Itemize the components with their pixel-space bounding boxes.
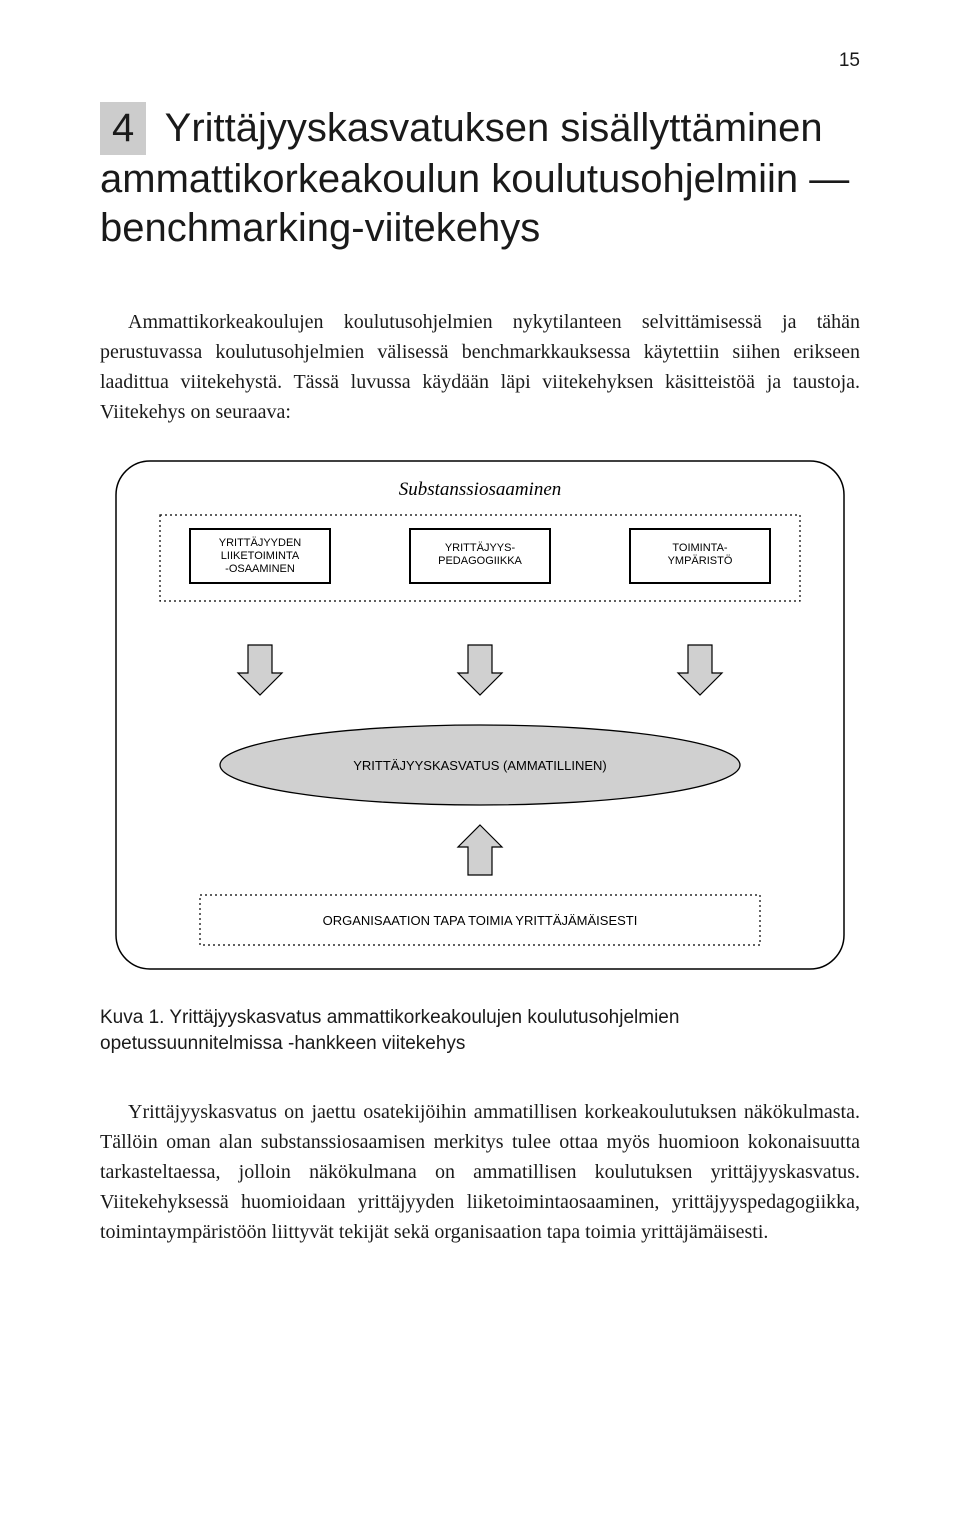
svg-text:LIIKETOIMINTA: LIIKETOIMINTA: [221, 550, 300, 562]
body-paragraph-2: Yrittäjyyskasvatus on jaettu osatekijöih…: [100, 1097, 860, 1247]
intro-paragraph: Ammattikorkeakoulujen koulutusohjelmien …: [100, 307, 860, 427]
svg-text:TOIMINTA-: TOIMINTA-: [672, 542, 728, 554]
chapter-number-box: 4: [100, 102, 146, 155]
framework-diagram: Substanssiosaaminen YRITTÄJYYDEN LIIKETO…: [110, 455, 850, 975]
svg-text:YRITTÄJYYSKASVATUS (AMMATILLIN: YRITTÄJYYSKASVATUS (AMMATILLINEN): [353, 758, 607, 773]
svg-text:YMPÄRISTÖ: YMPÄRISTÖ: [668, 555, 733, 567]
svg-text:PEDAGOGIIKKA: PEDAGOGIIKKA: [438, 555, 522, 567]
svg-text:YRITTÄJYYS-: YRITTÄJYYS-: [445, 542, 516, 554]
svg-text:YRITTÄJYYDEN: YRITTÄJYYDEN: [219, 537, 302, 549]
chapter-heading: 4 Yrittäjyyskasvatuksen sisällyttäminen …: [100, 102, 860, 252]
page-number: 15: [100, 50, 860, 72]
svg-text:ORGANISAATION TAPA TOIMIA YRIT: ORGANISAATION TAPA TOIMIA YRITTÄJÄMÄISES…: [323, 913, 638, 928]
chapter-title-text: Yrittäjyyskasvatuksen sisällyttäminen am…: [100, 106, 849, 250]
svg-text:Substanssiosaaminen: Substanssiosaaminen: [399, 479, 562, 500]
svg-text:-OSAAMINEN: -OSAAMINEN: [225, 563, 295, 575]
figure-caption: Kuva 1. Yrittäjyyskasvatus ammattikorkea…: [100, 1005, 860, 1056]
